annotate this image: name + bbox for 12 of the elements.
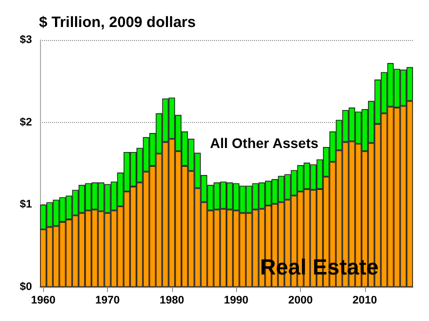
y-tick-label: $0 bbox=[20, 281, 32, 293]
x-tick-label: 1990 bbox=[224, 294, 248, 306]
y-tick-label: $2 bbox=[20, 116, 32, 128]
y-tick-label: $3 bbox=[20, 34, 32, 46]
x-tick-label: 2000 bbox=[288, 294, 313, 306]
x-tick-label: 1980 bbox=[160, 294, 184, 306]
y-tick-label: $1 bbox=[20, 198, 32, 211]
x-tick-label: 1970 bbox=[95, 294, 120, 306]
x-tick-label: 2010 bbox=[352, 294, 378, 306]
x-tick-label: 1960 bbox=[30, 294, 56, 306]
series-label: All Other Assets bbox=[210, 135, 319, 151]
chart-title: $ Trillion, 2009 dollars bbox=[39, 14, 196, 31]
